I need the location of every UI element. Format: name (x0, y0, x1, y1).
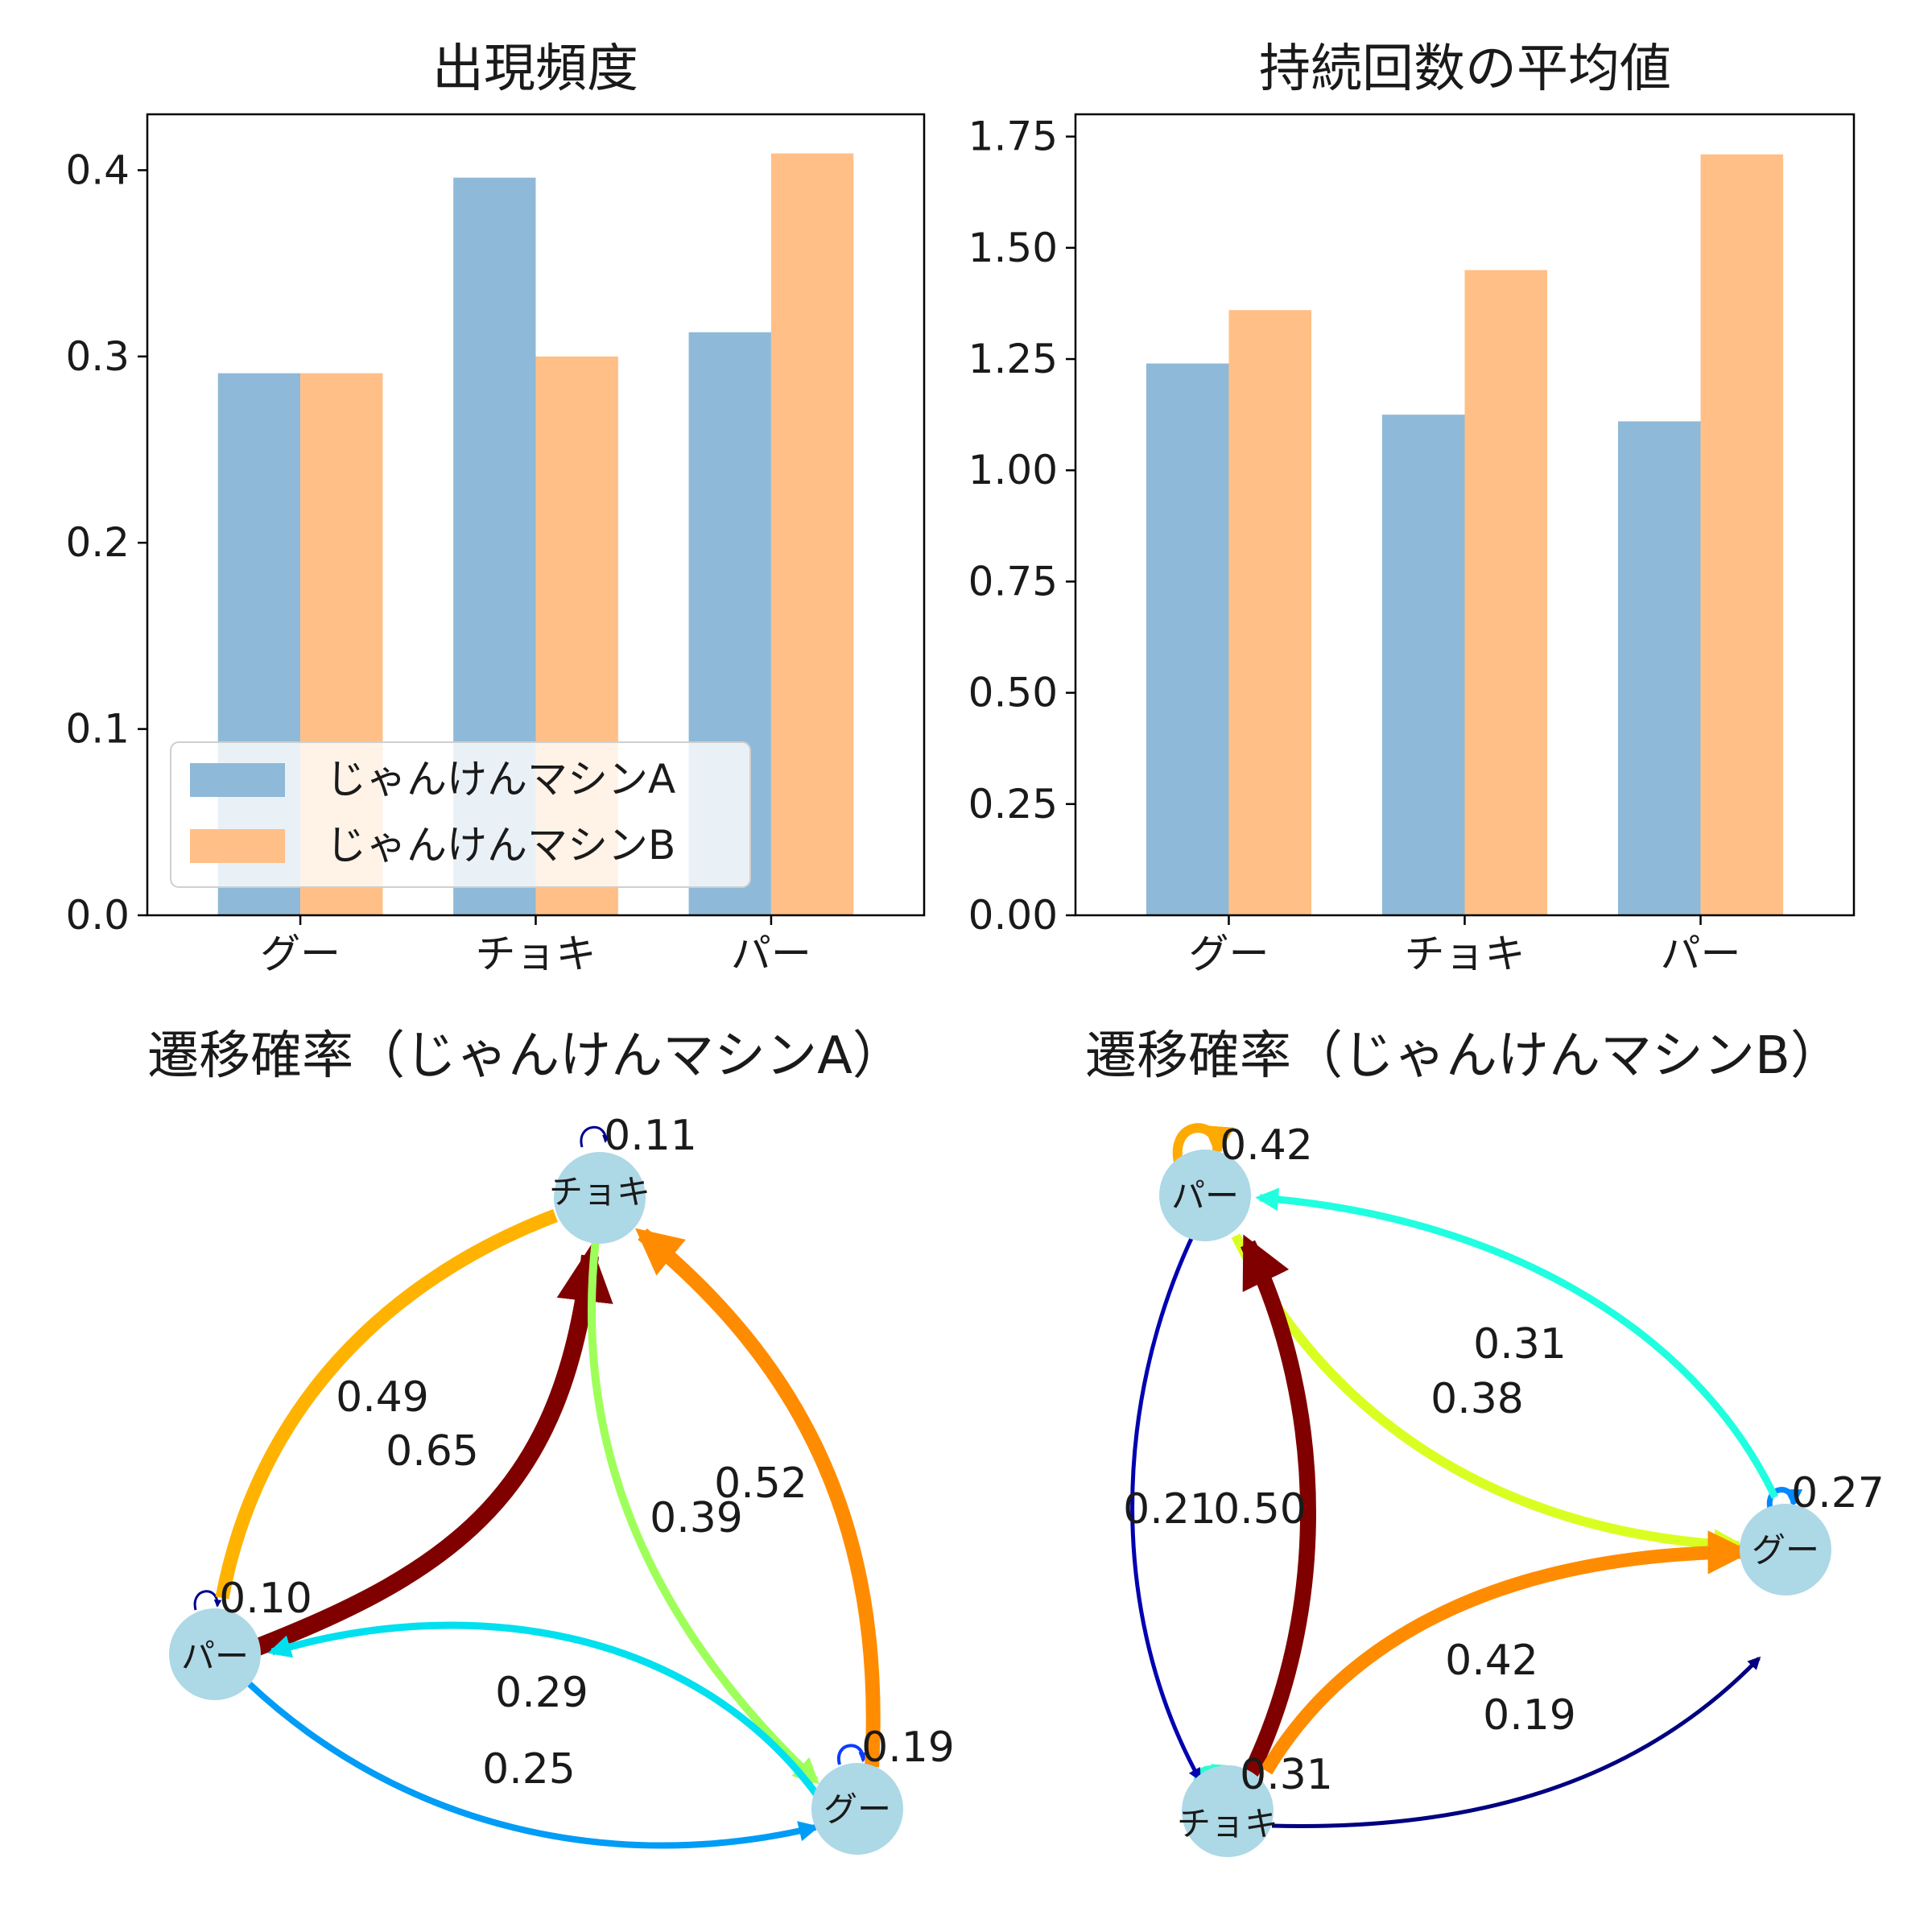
chart-frequency: 出現頻度 0.0 0.1 0.2 0.3 0.4 グー チョキ パー じゃんけんマシンA じ… (65, 39, 926, 977)
y-tick-label: 0.0 (65, 892, 130, 939)
node-label-goo: グー (1752, 1530, 1819, 1570)
x-tick-label: チョキ (1405, 931, 1525, 977)
x-tick-label: グー (260, 931, 341, 977)
y-tick-label: 0.25 (968, 781, 1058, 828)
node-goo (1740, 1504, 1831, 1596)
legend: じゃんけんマシンA じゃんけんマシンB (170, 741, 751, 888)
node-label-par: パー (181, 1637, 249, 1676)
edge-goo-par (1255, 1187, 1779, 1499)
edge-label: 0.21 (1123, 1485, 1216, 1534)
chart-title: 持続回数の平均値 (1259, 39, 1671, 99)
y-tick-label: 0.2 (65, 519, 130, 566)
y-tick-label: 0.00 (968, 892, 1058, 939)
edge-choki-par (215, 1209, 559, 1600)
node-label-choki: チョキ (1177, 1804, 1278, 1843)
edge-label: 0.10 (219, 1575, 312, 1623)
y-tick-label: 0.75 (968, 558, 1058, 605)
legend-label-b: じゃんけんマシンB (326, 822, 675, 869)
edge-label: 0.19 (1483, 1691, 1576, 1740)
edge-label: 0.31 (1240, 1751, 1333, 1799)
edge-choki-choki (580, 1126, 610, 1148)
node-label-choki: チョキ (549, 1172, 650, 1212)
y-tick-label: 0.1 (65, 706, 130, 753)
bar-a-1 (1381, 415, 1465, 915)
node-label-par: パー (1171, 1176, 1239, 1216)
edge-label: 0.39 (650, 1494, 743, 1542)
y-tick-label: 1.50 (968, 225, 1058, 271)
x-tick-label: パー (1661, 931, 1741, 977)
edge-choki-par (1241, 1234, 1316, 1783)
x-tick-label: パー (731, 931, 811, 977)
transition-graph-a: 遷移確率（じゃんけんマシンA） チョキ パー グー 0.11 0.49 0.65… (147, 1026, 955, 1855)
plot-frame (146, 113, 926, 917)
edge-goo-goo (1766, 1487, 1803, 1513)
node-label-goo: グー (824, 1790, 891, 1829)
y-tick-label: 1.75 (968, 114, 1058, 160)
y-tick-label: 1.25 (968, 336, 1058, 382)
plot-frame (1074, 113, 1856, 917)
transition-graph-b: 遷移確率（じゃんけんマシンB） パー グー チョキ 0.42 0.31 0.38… (1085, 1026, 1885, 1857)
bar-a-0 (1146, 363, 1229, 915)
edge-par-par (193, 1590, 222, 1611)
edge-label: 0.49 (336, 1373, 429, 1422)
y-tick-label: 1.00 (968, 447, 1058, 493)
edge-choki-goo-a (1260, 1530, 1752, 1775)
edge-goo-goo (836, 1744, 869, 1765)
graph-title: 遷移確率（じゃんけんマシンA） (147, 1026, 904, 1086)
chart-duration: 持続回数の平均値 0.00 0.25 0.50 0.75 1.00 1.25 1.50 1.7… (968, 39, 1856, 977)
edge-choki-goo (588, 1239, 819, 1785)
x-tick-label: グー (1188, 931, 1269, 977)
edge-goo-par (267, 1621, 820, 1798)
edge-label: 0.19 (861, 1724, 955, 1772)
bar-a-2 (1617, 421, 1701, 915)
node-choki (554, 1152, 646, 1244)
y-tick-label: 0.3 (65, 333, 130, 380)
legend-label-a: じゃんけんマシンA (326, 756, 675, 803)
legend-swatch-a (190, 763, 285, 797)
legend-box (170, 741, 751, 888)
bar-b-2 (1700, 154, 1784, 915)
bar-b-0 (1228, 310, 1312, 915)
edge-label: 0.65 (386, 1427, 479, 1476)
x-tick-label: チョキ (476, 931, 597, 977)
edge-label: 0.25 (482, 1745, 576, 1794)
edge-label: 0.29 (495, 1669, 588, 1717)
edge-par-choki (246, 1245, 613, 1659)
edge-label: 0.38 (1430, 1375, 1524, 1423)
node-choki (1182, 1765, 1274, 1857)
edge-label: 0.42 (1445, 1637, 1538, 1685)
edge-label: 0.52 (714, 1459, 807, 1508)
y-tick-label: 0.4 (65, 147, 130, 193)
node-goo (811, 1763, 903, 1855)
edge-par-par (1172, 1123, 1235, 1167)
edge-par-goo (247, 1682, 819, 1849)
edge-par-choki (1130, 1232, 1202, 1781)
edge-label: 0.27 (1791, 1469, 1885, 1517)
bar-b-1 (1464, 270, 1548, 915)
legend-swatch-b (190, 829, 285, 863)
bar-b-2 (770, 153, 854, 915)
y-tick-label: 0.50 (968, 670, 1058, 716)
edge-label: 0.42 (1220, 1121, 1313, 1170)
edge-choki-goo-b (1271, 1656, 1761, 1828)
edge-goo-choki (635, 1228, 881, 1768)
graph-title: 遷移確率（じゃんけんマシンB） (1085, 1026, 1842, 1086)
node-par (1159, 1150, 1251, 1241)
node-par (169, 1608, 261, 1700)
edge-label: 0.31 (1473, 1320, 1567, 1368)
chart-title: 出現頻度 (432, 39, 638, 99)
edge-label: 0.50 (1213, 1485, 1307, 1534)
edge-label: 0.11 (604, 1112, 697, 1160)
